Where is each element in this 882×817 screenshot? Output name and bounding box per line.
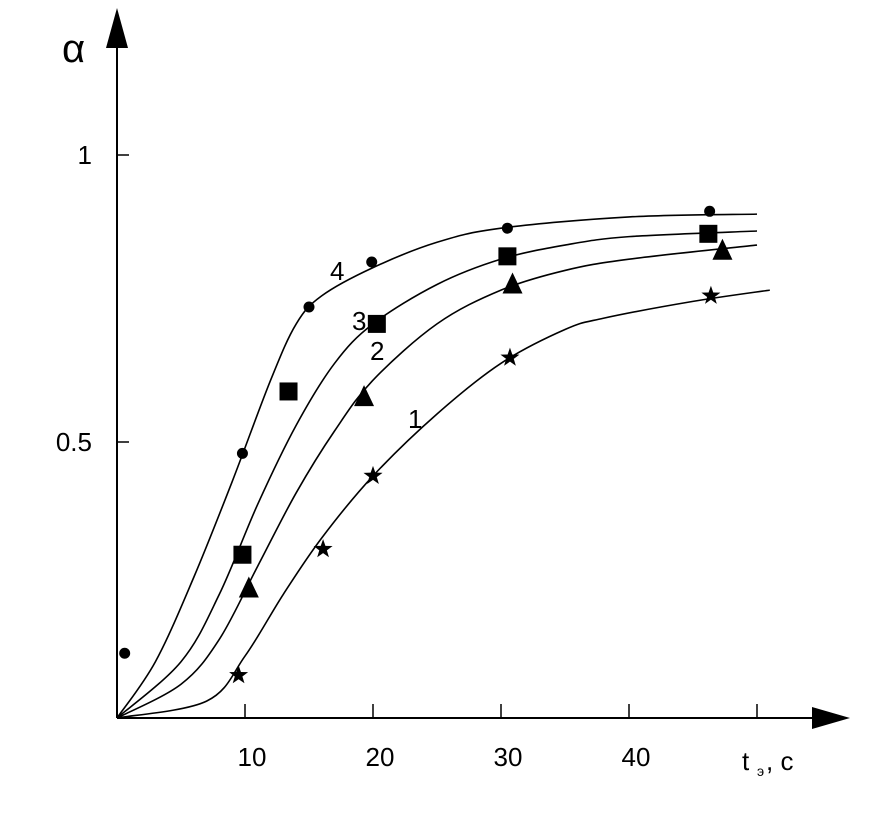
series-3-curve <box>116 230 758 719</box>
series-4-curve <box>116 213 758 719</box>
x-tick-label: 30 <box>494 742 523 772</box>
x-axis-label-sub: э <box>757 763 764 779</box>
y-tick-label: 1 <box>78 140 92 170</box>
series-4-point <box>236 447 248 459</box>
series-2-point <box>238 576 259 598</box>
axes: α t э , c <box>62 8 850 779</box>
series-3-point <box>498 247 517 266</box>
series-1-point <box>500 347 520 366</box>
series-1-point <box>229 665 249 684</box>
series-3-label: 3 <box>352 306 366 336</box>
series-1-point <box>363 465 383 485</box>
series-4-point <box>303 301 315 313</box>
series-4-point <box>366 256 378 268</box>
series-2-point <box>354 385 375 407</box>
series-4-point <box>119 647 131 659</box>
series-1-point <box>701 285 721 304</box>
x-tick-label: 10 <box>238 742 267 772</box>
x-tick-label: 40 <box>622 742 651 772</box>
x-axis-label-unit: , c <box>766 746 793 776</box>
y-axis-arrow <box>106 8 128 48</box>
series-2-curve <box>116 244 758 719</box>
series-4-label: 4 <box>330 256 344 286</box>
series-3-point <box>233 545 252 564</box>
series-1-label: 1 <box>408 404 422 434</box>
x-tick-label: 20 <box>366 742 395 772</box>
series-3-point <box>279 382 298 401</box>
series-2-point <box>712 238 733 260</box>
series-1-curve <box>116 289 770 719</box>
series-2-label: 2 <box>370 336 384 366</box>
series-4-point <box>501 222 513 234</box>
x-axis-label: t э , c <box>742 746 793 779</box>
series-2-point <box>502 272 523 294</box>
series-3-point <box>699 224 718 243</box>
series-4-point <box>704 205 716 217</box>
x-axis-label-main: t <box>742 746 750 776</box>
y-tick-label: 0.5 <box>56 427 92 457</box>
y-axis-label: α <box>62 27 85 71</box>
series-1-point <box>313 539 333 558</box>
x-axis-arrow <box>812 707 850 729</box>
series-3-point <box>367 314 386 333</box>
